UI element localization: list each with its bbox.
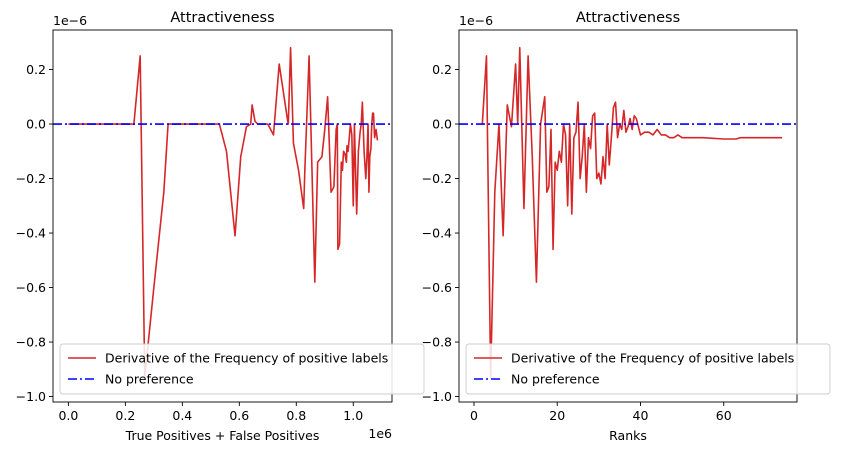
series-line-derivative: [481, 46, 783, 379]
x-tick-label: 0.0: [58, 408, 78, 423]
series-line-derivative: [68, 46, 379, 379]
x-tick-label: 1.0: [343, 408, 363, 423]
legend: Derivative of the Frequency of positive …: [465, 343, 831, 395]
x-axis-label: True Positives + False Positives: [125, 428, 320, 443]
y-offset-text: 1e−6: [53, 13, 87, 28]
legend-box: [59, 343, 425, 395]
x-tick-label: 20: [549, 408, 565, 423]
chart-panel-1: Attractiveness 1e−6 1e6 0.0 0.2 0.4 0.6 0.8 1.0 0…: [16, 10, 393, 443]
axes-frame: [52, 29, 393, 403]
axes-frame: [458, 29, 798, 403]
legend: Derivative of the Frequency of positive …: [59, 343, 425, 395]
legend-label-no-preference: No preference: [105, 372, 194, 387]
legend-label-derivative: Derivative of the Frequency of positive …: [105, 351, 388, 366]
x-tick-label: 0: [470, 408, 478, 423]
x-offset-text: 1e6: [368, 426, 392, 441]
y-offset-text: 1e−6: [459, 13, 493, 28]
x-tick-label: 0.6: [229, 408, 249, 423]
x-tick-label: 0.4: [172, 408, 192, 423]
y-tick-label: −1.0: [16, 389, 46, 404]
y-tick-label: −1.0: [422, 389, 452, 404]
y-tick-label: −0.2: [16, 171, 46, 186]
x-tick-label: 0.8: [286, 408, 306, 423]
y-tick-label: −0.8: [422, 335, 452, 350]
y-tick-label: −0.6: [422, 280, 452, 295]
x-tick-label: 40: [633, 408, 649, 423]
chart-title: Attractiveness: [576, 10, 680, 26]
y-tick-label: 0.0: [432, 117, 452, 132]
x-tick-label: 0.2: [115, 408, 135, 423]
chart-title: Attractiveness: [170, 10, 274, 26]
x-tick-label: 60: [716, 408, 732, 423]
y-tick-label: 0.0: [26, 117, 46, 132]
chart-panel-2: Attractiveness 1e−6 0 20 40 60 0.2 0.0 −0.2 −0.4 −…: [422, 10, 798, 443]
y-tick-label: −0.6: [16, 280, 46, 295]
y-tick-label: −0.8: [16, 335, 46, 350]
y-tick-label: −0.4: [422, 226, 452, 241]
y-tick-label: 0.2: [432, 62, 452, 77]
legend-box: [465, 343, 831, 395]
legend-label-no-preference: No preference: [511, 372, 600, 387]
y-tick-label: −0.2: [422, 171, 452, 186]
y-tick-label: 0.2: [26, 62, 46, 77]
y-tick-label: −0.4: [16, 226, 46, 241]
legend-label-derivative: Derivative of the Frequency of positive …: [511, 351, 794, 366]
x-axis-label: Ranks: [609, 428, 647, 443]
